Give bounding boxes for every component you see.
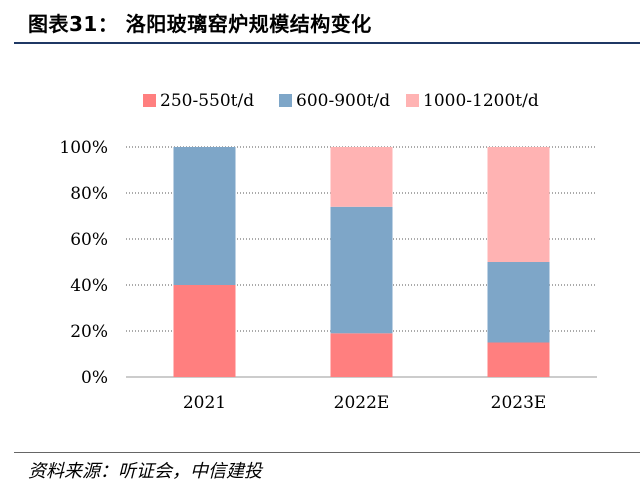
y-tick-label: 20% [70, 322, 108, 342]
chart-title: 图表31： 洛阳玻璃窑炉规模结构变化 [28, 12, 372, 36]
bar-segment [330, 147, 393, 207]
stacked-bar-chart: 0% 20% 40% 60% 80% 100% 2021 2022E 2023E 250-550t… [59, 91, 597, 413]
y-tick-label: 100% [59, 138, 108, 158]
legend-label: 600-900t/d [296, 91, 390, 111]
legend-swatch [406, 94, 419, 107]
title-divider [14, 42, 640, 44]
y-tick-label: 0% [81, 368, 108, 388]
source-divider [14, 452, 640, 453]
legend-label: 250-550t/d [160, 91, 254, 111]
bar-segment [330, 333, 393, 377]
legend-swatch [143, 94, 156, 107]
y-tick-label: 60% [70, 230, 108, 250]
x-tick-label: 2023E [491, 393, 547, 413]
bar-segment [173, 285, 236, 377]
bar-segment [173, 147, 236, 285]
x-tick-label: 2021 [183, 393, 226, 413]
legend-swatch [279, 94, 292, 107]
y-tick-label: 80% [70, 184, 108, 204]
bar-segment [487, 342, 550, 377]
x-tick-label: 2022E [334, 393, 390, 413]
source-note: 资料来源：听证会，中信建投 [28, 461, 262, 482]
y-tick-label: 40% [70, 276, 108, 296]
legend-label: 1000-1200t/d [423, 91, 539, 111]
bar-segment [330, 206, 393, 334]
title-bar: 图表31： 洛阳玻璃窑炉规模结构变化 [0, 0, 640, 44]
bar-segment [487, 262, 550, 343]
bar-segment [487, 147, 550, 262]
